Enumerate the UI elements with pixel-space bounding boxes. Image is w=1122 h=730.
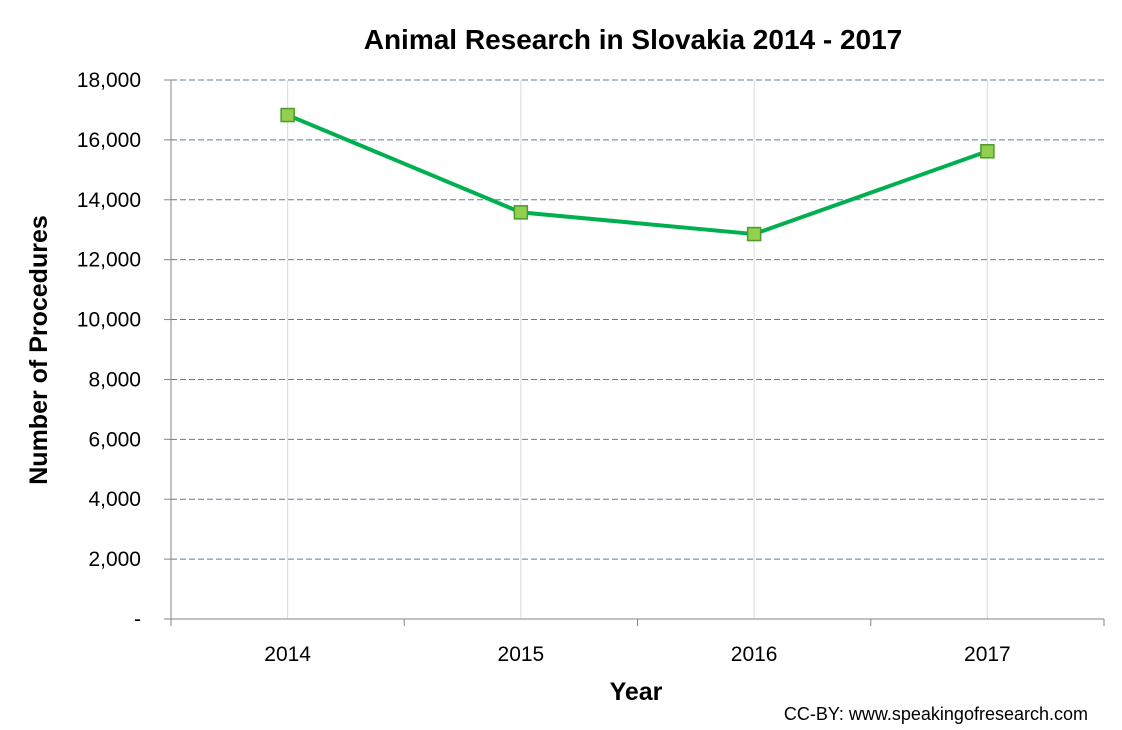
series-markers xyxy=(280,107,995,242)
series-line-procedures xyxy=(286,113,989,237)
x-tick-label: 2015 xyxy=(498,643,545,666)
y-tick-label: - xyxy=(134,608,141,631)
vertical-gridlines xyxy=(287,80,988,619)
x-tick-label: 2014 xyxy=(264,643,311,666)
x-tick-label: 2017 xyxy=(964,643,1011,666)
y-tick-label: 14,000 xyxy=(77,189,141,212)
y-tick-label: 16,000 xyxy=(77,129,141,152)
data-point-marker xyxy=(280,107,295,123)
horizontal-gridlines xyxy=(171,79,1104,560)
data-point-marker xyxy=(980,144,995,159)
y-tick-label: 4,000 xyxy=(88,488,141,511)
y-axis-tick-labels: - 2,000 4,000 6,000 8,000 10,000 12,000 14,000 1… xyxy=(77,69,171,631)
y-tick-label: 6,000 xyxy=(88,428,141,451)
y-tick-label: 2,000 xyxy=(88,548,141,571)
x-axis-title: Year xyxy=(610,678,663,706)
x-axis-tick-labels: 2014 2015 2016 2017 xyxy=(170,619,1105,666)
x-tick-label: 2016 xyxy=(731,643,778,666)
y-axis-title: Number of Procedures xyxy=(25,215,53,485)
credit-text: CC-BY: www.speakingofresearch.com xyxy=(784,704,1088,724)
y-tick-label: 10,000 xyxy=(77,309,141,332)
data-point-marker xyxy=(746,226,762,242)
y-tick-label: 8,000 xyxy=(88,368,141,391)
chart-title: Animal Research in Slovakia 2014 - 2017 xyxy=(364,24,903,55)
data-point-marker xyxy=(513,205,529,220)
y-tick-label: 12,000 xyxy=(77,249,141,272)
y-tick-label: 18,000 xyxy=(77,69,141,92)
